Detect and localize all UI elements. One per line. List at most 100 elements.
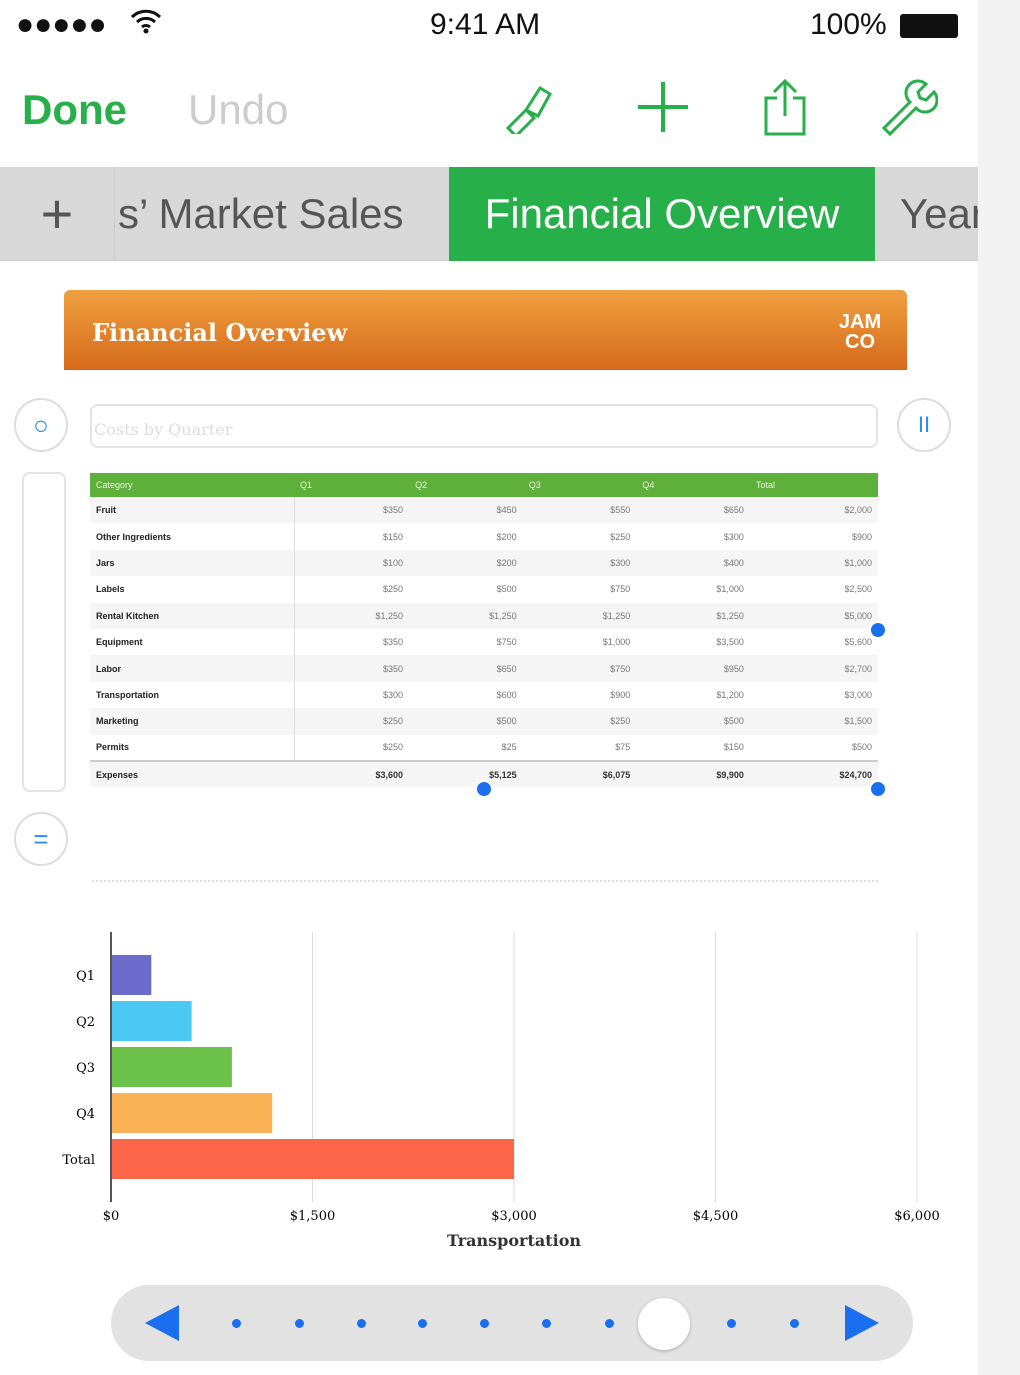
table-cell[interactable]: $650 — [409, 655, 523, 682]
table-row[interactable]: Equipment $350 $750 $1,000 $3,500 $5,600 — [90, 628, 878, 656]
plus-icon[interactable] — [636, 80, 690, 139]
table-cell[interactable]: $150 — [723, 742, 744, 753]
table-cell[interactable]: $1,500 — [749, 708, 878, 735]
table-cell[interactable]: $6,075 — [522, 760, 637, 788]
table-cell[interactable]: $1,250 — [294, 602, 410, 629]
table-cell[interactable]: $3,000 — [844, 689, 872, 700]
table-row[interactable]: Permits $250 $25 $75 $150 $500 — [90, 734, 878, 761]
table-cell[interactable]: $750 — [496, 637, 517, 648]
table-cell[interactable]: $900 — [610, 689, 631, 700]
bar-q4[interactable] — [112, 1093, 273, 1133]
bar-q1[interactable] — [112, 955, 152, 995]
table-cell[interactable]: $500 — [636, 708, 750, 735]
column-header-bar[interactable]: Costs by Quarter — [90, 404, 878, 448]
category-cell[interactable]: Expenses — [90, 760, 294, 788]
tab-financial-overview[interactable]: Financial Overview — [449, 167, 875, 261]
table-row[interactable]: Marketing $250 $500 $250 $500 $1,500 — [90, 708, 878, 735]
category-cell[interactable]: Labor — [90, 655, 295, 682]
add-column-handle[interactable]: II — [897, 398, 951, 452]
sheet-pager[interactable] — [111, 1285, 913, 1361]
table-cell[interactable]: $250 — [383, 584, 404, 595]
table-cell[interactable]: $100 — [294, 549, 410, 577]
column-header[interactable]: Q2 — [409, 473, 523, 497]
table-cell[interactable]: $300 — [723, 531, 744, 542]
table-cell[interactable]: $350 — [294, 497, 410, 524]
tab-year[interactable]: Year — [900, 190, 978, 237]
table-cell[interactable]: $1,000 — [716, 584, 744, 595]
table-cell[interactable]: $250 — [610, 531, 631, 542]
share-icon[interactable] — [762, 78, 808, 141]
table-cell[interactable]: $600 — [496, 689, 517, 700]
table-cell[interactable]: $750 — [522, 655, 637, 682]
current-page-indicator[interactable] — [638, 1298, 690, 1350]
table-cell[interactable]: $550 — [522, 497, 637, 524]
previous-arrow-icon[interactable] — [145, 1305, 179, 1346]
page-dot[interactable] — [605, 1319, 614, 1328]
table-cell[interactable]: $250 — [522, 708, 637, 735]
table-row[interactable]: Labels $250 $500 $750 $1,000 $2,500 — [90, 576, 878, 603]
page-dot[interactable] — [295, 1319, 304, 1328]
table-cell[interactable]: $250 — [383, 742, 404, 753]
page-dot[interactable] — [232, 1319, 241, 1328]
table-cell[interactable]: $1,250 — [522, 602, 637, 629]
page-dot[interactable] — [727, 1319, 736, 1328]
add-row-handle[interactable]: = — [14, 812, 68, 866]
table-row[interactable]: Transportation $300 $600 $900 $1,200 $3,000 — [90, 681, 878, 709]
table-cell[interactable]: $200 — [409, 549, 523, 577]
undo-button[interactable]: Undo — [188, 86, 289, 133]
table-cell[interactable]: $5,125 — [409, 760, 523, 788]
table-cell[interactable]: $1,200 — [716, 689, 744, 700]
category-cell[interactable]: Fruit — [90, 497, 295, 524]
category-cell[interactable]: Rental Kitchen — [90, 602, 295, 629]
table-row[interactable]: Labor $350 $650 $750 $950 $2,700 — [90, 655, 878, 682]
category-cell[interactable]: Jars — [90, 549, 295, 577]
table-cell[interactable]: $500 — [409, 708, 523, 735]
table-cell[interactable]: $650 — [636, 497, 750, 524]
table-row[interactable]: Other Ingredients $150 $200 $250 $300 $900 — [90, 523, 878, 550]
table-cell[interactable]: $2,000 — [749, 497, 878, 524]
table-cell[interactable]: $350 — [294, 655, 410, 682]
table-row[interactable]: Jars $100 $200 $300 $400 $1,000 — [90, 549, 878, 577]
wrench-icon[interactable] — [880, 78, 939, 141]
table-cell[interactable]: $750 — [610, 584, 631, 595]
tab-markets-sales[interactable]: s’ Market Sales — [118, 190, 404, 237]
footer-row[interactable]: Expenses $3,600 $5,125 $6,075 $9,900 $24,700 — [90, 760, 878, 788]
table-cell[interactable]: $2,500 — [844, 584, 872, 595]
column-header[interactable]: Category — [90, 473, 294, 497]
table-cell[interactable]: $75 — [615, 742, 631, 753]
table-cell[interactable]: $500 — [851, 742, 872, 753]
transportation-bar-chart[interactable]: $0 $1,500 $3,000 $4,500 $6,000 Q1 Q2 Q3 Q4 Total T… — [0, 920, 978, 1260]
table-cell[interactable]: $250 — [294, 708, 410, 735]
data-table[interactable]: Category Q1 Q2 Q3 Q4 Total Fruit $350 $450 $550 $… — [90, 473, 878, 788]
table-cell[interactable]: $500 — [496, 584, 517, 595]
bar-total[interactable] — [112, 1139, 514, 1179]
resize-handle[interactable] — [869, 780, 887, 798]
table-cell[interactable]: $350 — [383, 637, 404, 648]
page-dot[interactable] — [542, 1319, 551, 1328]
table-cell[interactable]: $9,900 — [636, 760, 750, 788]
category-cell[interactable]: Marketing — [90, 708, 295, 735]
table-cell[interactable]: $300 — [522, 549, 637, 577]
table-cell[interactable]: $2,700 — [749, 655, 878, 682]
table-cell[interactable]: $5,000 — [749, 602, 878, 629]
category-cell[interactable]: Other Ingredients — [90, 523, 295, 550]
column-header[interactable]: Q1 — [294, 473, 410, 497]
table-cell[interactable]: $3,600 — [294, 760, 410, 788]
table-cell[interactable]: $300 — [383, 689, 404, 700]
table-select-handle[interactable]: ○ — [14, 398, 68, 452]
bar-q2[interactable] — [112, 1001, 192, 1041]
row-header-bar[interactable] — [22, 472, 66, 792]
page-dot[interactable] — [790, 1319, 799, 1328]
table-cell[interactable]: $1,250 — [409, 602, 523, 629]
category-cell[interactable]: Labels — [90, 576, 295, 603]
column-header[interactable]: Q4 — [636, 473, 750, 497]
category-cell[interactable]: Transportation — [90, 681, 295, 709]
table-cell[interactable]: $450 — [409, 497, 523, 524]
table-cell[interactable]: $900 — [851, 531, 872, 542]
table-cell[interactable]: $1,000 — [602, 637, 631, 648]
table-row[interactable]: Rental Kitchen $1,250 $1,250 $1,250 $1,250 $5… — [90, 602, 878, 629]
table-cell[interactable]: $400 — [636, 549, 750, 577]
table-cell[interactable]: $24,700 — [749, 760, 878, 788]
next-arrow-icon[interactable] — [845, 1305, 879, 1346]
category-cell[interactable]: Equipment — [90, 628, 295, 656]
